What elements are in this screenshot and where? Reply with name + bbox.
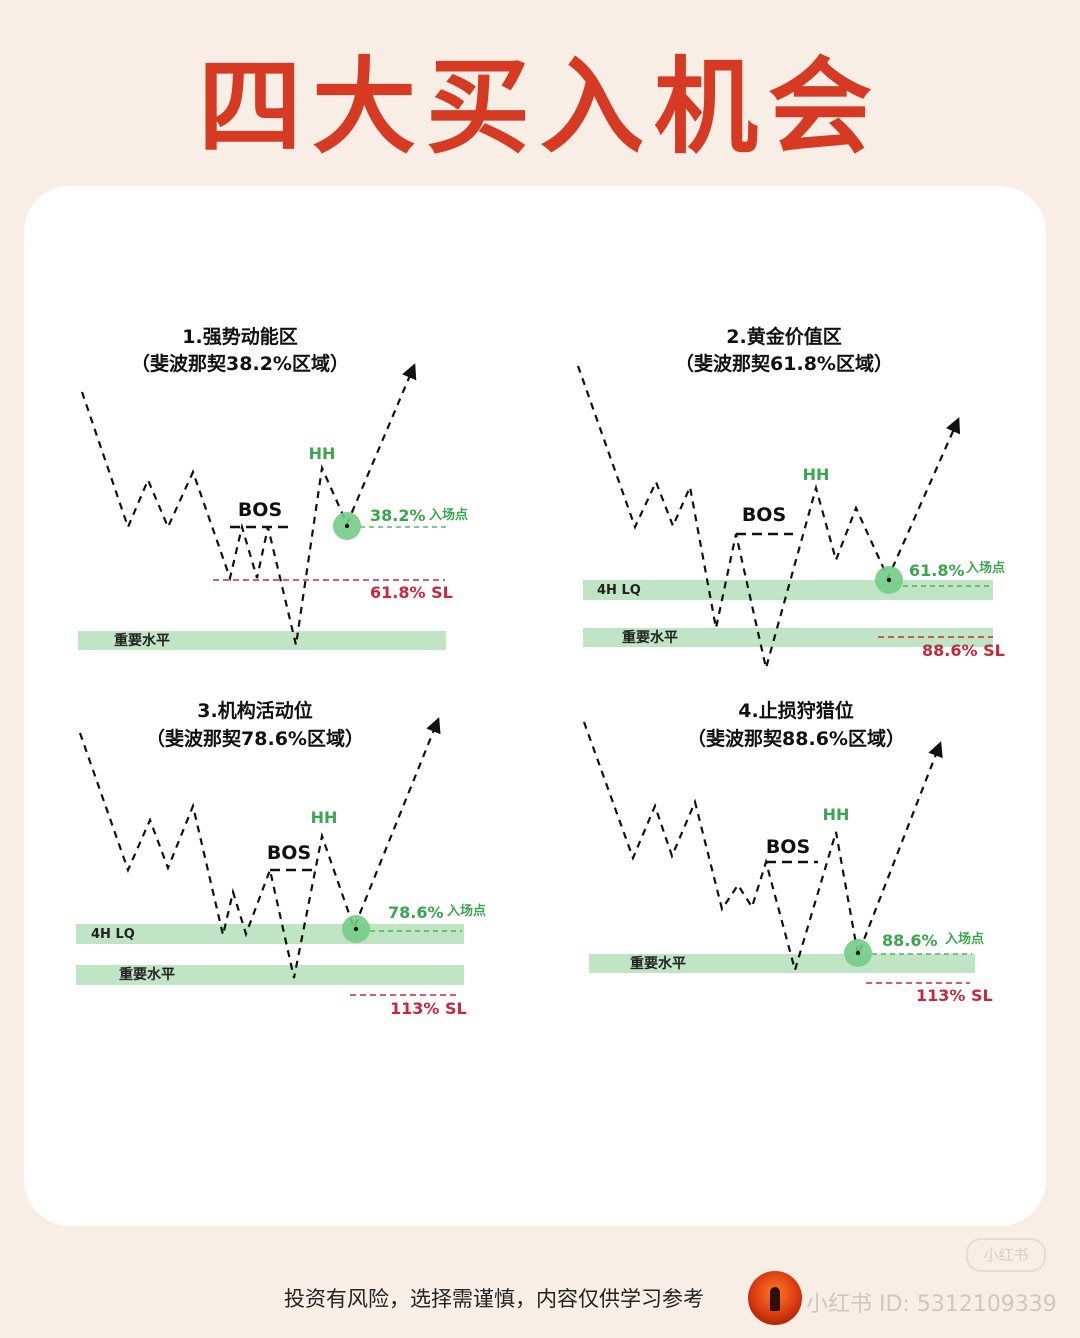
panel-4-key-level-label: 重要水平 [630, 955, 686, 972]
panel-4-key-level-band [589, 954, 975, 973]
panel-3-title: 3.机构活动位 [197, 699, 312, 722]
panel-1-key-level-band [78, 631, 446, 650]
panel-4-bos-label: BOS [766, 836, 810, 858]
author-avatar[interactable] [748, 1271, 802, 1325]
panel-4-title: 4.止损狩猎位 [738, 699, 853, 722]
panel-2-subtitle: （斐波那契61.8%区域） [675, 352, 893, 375]
panel-3-key-level-band [76, 965, 464, 985]
panel-2-sl-label: 88.6% SL [922, 641, 1005, 660]
panel-3-key-level-label: 重要水平 [119, 966, 175, 983]
panel-1-title: 1.强势动能区 [182, 325, 297, 348]
panel-3-hh-label: HH [311, 808, 338, 827]
panel-1-price-path [80, 363, 417, 646]
footer-disclaimer: 投资有风险，选择需谨慎，内容仅供学习参考 [284, 1287, 704, 1311]
panel-1-sl-label: 61.8% SL [370, 583, 453, 602]
panel-3-bos-label: BOS [267, 842, 311, 864]
panel-2-bos-label: BOS [742, 504, 786, 526]
panel-4-entry-label: 入场点 [945, 931, 984, 947]
panel-1-bos-label: BOS [238, 499, 282, 521]
panel-1-entry-pct: 38.2% [370, 506, 426, 525]
page-title: 四大买入机会 [197, 46, 882, 168]
panel-4-sl-label: 113% SL [916, 986, 993, 1005]
panel-2-entry-pct: 61.8% [909, 561, 965, 580]
panel-3-price-path [78, 717, 441, 979]
panel-2: 2.黄金价值区 （斐波那契61.8%区域） 4H LQ 重要水平 BOS HH … [576, 325, 1005, 669]
panel-3-liquidity-label: 4H LQ [91, 927, 135, 942]
panel-2-key-level-label: 重要水平 [622, 629, 678, 646]
panel-2-entry-label: 入场点 [966, 560, 1005, 576]
panel-4-entry-pct: 88.6% [882, 931, 938, 950]
panel-4: 4.止损狩猎位 （斐波那契88.6%区域） 重要水平 BOS HH 113% S… [582, 699, 993, 1005]
panel-1-subtitle: （斐波那契38.2%区域） [131, 352, 349, 375]
panel-4-subtitle: （斐波那契88.6%区域） [687, 727, 905, 750]
content-card [24, 186, 1046, 1226]
panel-2-title: 2.黄金价值区 [726, 325, 841, 348]
panel-1-hh-label: HH [309, 444, 336, 463]
watermark-badge: 小红书 [966, 1238, 1046, 1272]
panel-2-hh-label: HH [803, 465, 830, 484]
panel-3-subtitle: （斐波那契78.6%区域） [146, 727, 364, 750]
panel-4-price-path [582, 721, 943, 975]
panel-1-key-level-label: 重要水平 [114, 632, 170, 649]
panel-1: 1.强势动能区 （斐波那契38.2%区域） 重要水平 BOS HH 61.8% … [78, 325, 468, 650]
panel-2-key-level-band [583, 628, 993, 647]
panel-3-sl-label: 113% SL [390, 999, 467, 1018]
panel-3-entry-label: 入场点 [447, 903, 486, 919]
panel-3-entry-pct: 78.6% [388, 903, 444, 922]
watermark-id: 小红书 ID: 5312109339 [806, 1292, 1057, 1317]
panel-3: 3.机构活动位 （斐波那契78.6%区域） 4H LQ 重要水平 BOS HH … [76, 699, 486, 1018]
panel-4-hh-label: HH [823, 805, 850, 824]
panel-1-entry-label: 入场点 [429, 507, 468, 523]
panel-2-liquidity-label: 4H LQ [597, 583, 641, 598]
